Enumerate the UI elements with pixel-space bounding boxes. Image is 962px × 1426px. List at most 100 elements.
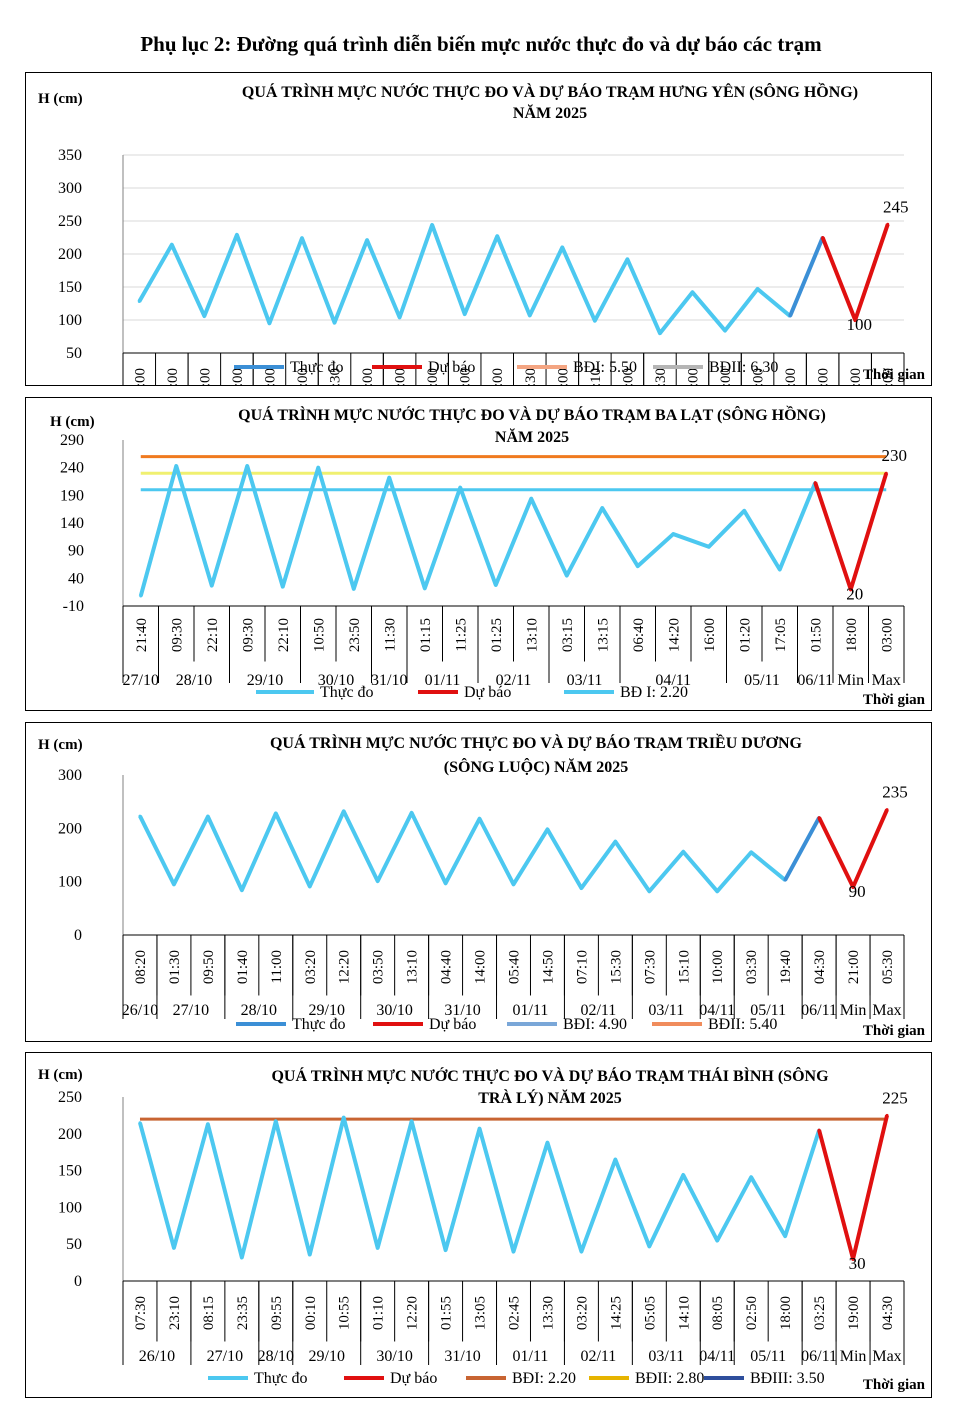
x-tick-label: 15:10 [676, 950, 692, 984]
y-tick-label: 200 [58, 820, 82, 837]
date-group-label: 06/11 [797, 672, 833, 689]
date-group-label: 02/11 [580, 1348, 616, 1365]
x-tick-label: 21:40 [134, 618, 150, 652]
data-point [444, 881, 448, 885]
y-tick-label: 100 [58, 1199, 82, 1216]
date-group-label: 29/10 [247, 672, 283, 689]
y-tick-label: 150 [58, 279, 82, 296]
x-tick-label: 08:15 [201, 1296, 217, 1330]
date-group-label: 31/10 [444, 1002, 480, 1019]
date-group-label: Max [872, 1348, 901, 1365]
legend-label: Thực đo [292, 1016, 346, 1033]
series-line [783, 816, 821, 882]
x-tick-label: 10:50 [311, 618, 327, 652]
date-group-label: 30/10 [318, 672, 354, 689]
data-point [681, 1173, 685, 1177]
x-tick-label: 04:00 [751, 368, 767, 386]
x-tick-label: 08:00 [165, 368, 181, 386]
x-tick-label: 07:30 [133, 1296, 149, 1330]
x-tick-label: 13:05 [473, 1296, 489, 1330]
legend-label: BĐII: 5.40 [708, 1016, 777, 1033]
x-tick-label: 01:40 [235, 950, 251, 984]
x-tick-label: 02:00 [197, 368, 213, 386]
date-group-label: 30/10 [376, 1002, 412, 1019]
x-tick-label: 02:00 [262, 368, 278, 386]
x-tick-label: 09:50 [201, 950, 217, 984]
date-group-label: Min [840, 1348, 867, 1365]
chart-ba-lat: QUÁ TRÌNH MỰC NƯỚC THỰC ĐO VÀ DỰ BÁO TRẠ… [50, 404, 926, 708]
x-tick-label: 05:30 [880, 950, 896, 984]
x-tick-label: 02:30 [328, 368, 344, 386]
date-group-label: 03/11 [648, 1348, 684, 1365]
data-point [308, 884, 312, 888]
date-group-label: 06/11 [801, 1348, 837, 1365]
date-group-label: 02/11 [496, 672, 532, 689]
data-point [853, 318, 857, 322]
chart-panel-thai-binh: QUÁ TRÌNH MỰC NƯỚC THỰC ĐO VÀ DỰ BÁO TRẠ… [25, 1052, 932, 1398]
data-point [545, 1141, 549, 1145]
x-tick-label: 03:20 [303, 950, 319, 984]
x-tick-label: 01:50 [808, 618, 824, 652]
x-tick-label: 19:40 [778, 950, 794, 984]
x-tick-label: 16:00 [702, 618, 718, 652]
y-axis-label: H (cm) [38, 91, 83, 107]
date-group-label: 01/11 [513, 1348, 549, 1365]
date-group-label: 03/11 [567, 672, 603, 689]
data-point [849, 587, 853, 591]
x-tick-label: 06:00 [881, 368, 897, 386]
data-point [342, 1116, 346, 1120]
date-group-label: 05/11 [744, 672, 780, 689]
data-point [423, 586, 427, 590]
chart-title-line2: TRÀ LÝ) NĂM 2025 [478, 1088, 622, 1107]
x-tick-label: 23:10 [167, 1296, 183, 1330]
series-forecast [817, 1113, 889, 1261]
x-tick-label: 14:25 [608, 1296, 624, 1330]
data-point [137, 300, 141, 304]
x-tick-label: 01:15 [418, 618, 434, 652]
series-measured [138, 1115, 822, 1260]
x-tick-label: 19:00 [846, 1296, 862, 1330]
x-tick-label: 12:20 [405, 1296, 421, 1330]
x-tick-label: 01:30 [167, 950, 183, 984]
y-tick-label: 0 [74, 927, 82, 944]
data-point [715, 889, 719, 893]
data-point [749, 850, 753, 854]
x-tick-label: 04:30 [880, 1296, 896, 1330]
series-measured [138, 809, 787, 894]
series-line [138, 1115, 822, 1260]
data-point [463, 312, 467, 316]
x-tick-label: 00:10 [303, 1296, 319, 1330]
x-tick-label: 01:55 [439, 1296, 455, 1330]
date-group-label: 30/10 [376, 1348, 412, 1365]
data-point [756, 287, 760, 291]
chart-thai-binh: QUÁ TRÌNH MỰC NƯỚC THỰC ĐO VÀ DỰ BÁO TRẠ… [38, 1066, 926, 1393]
y-tick-label: 250 [58, 1089, 82, 1106]
data-point [690, 290, 694, 294]
data-point [647, 1244, 651, 1248]
data-label: 245 [883, 197, 909, 216]
x-tick-label: 15:30 [608, 950, 624, 984]
data-point [240, 888, 244, 892]
x-tick-label: 23:50 [347, 618, 363, 652]
x-tick-label: 04:00 [393, 368, 409, 386]
legend-label: Thực đo [290, 359, 344, 376]
y-tick-label: 50 [66, 345, 82, 362]
data-point [410, 811, 414, 815]
x-tick-label: 02:50 [744, 1296, 760, 1330]
data-point [565, 574, 569, 578]
x-tick-label: 09:30 [240, 618, 256, 652]
legend-label: BĐI: 5.50 [573, 359, 637, 376]
chart-title-line2: NĂM 2025 [495, 427, 569, 446]
x-tick-label: 13:10 [524, 618, 540, 652]
date-group-label: 28/10 [241, 1002, 277, 1019]
y-axis-label: H (cm) [38, 737, 83, 753]
series-measured [788, 236, 825, 318]
x-tick-label: 07:30 [653, 368, 669, 386]
x-tick-label: 01:25 [489, 618, 505, 652]
data-point [333, 321, 337, 325]
x-tick-label: 05:30 [523, 368, 539, 386]
data-label: 20 [846, 584, 863, 603]
chart-title: QUÁ TRÌNH MỰC NƯỚC THỰC ĐO VÀ DỰ BÁO TRẠ… [238, 404, 826, 424]
y-tick-label: 200 [58, 246, 82, 263]
data-point [715, 1239, 719, 1243]
